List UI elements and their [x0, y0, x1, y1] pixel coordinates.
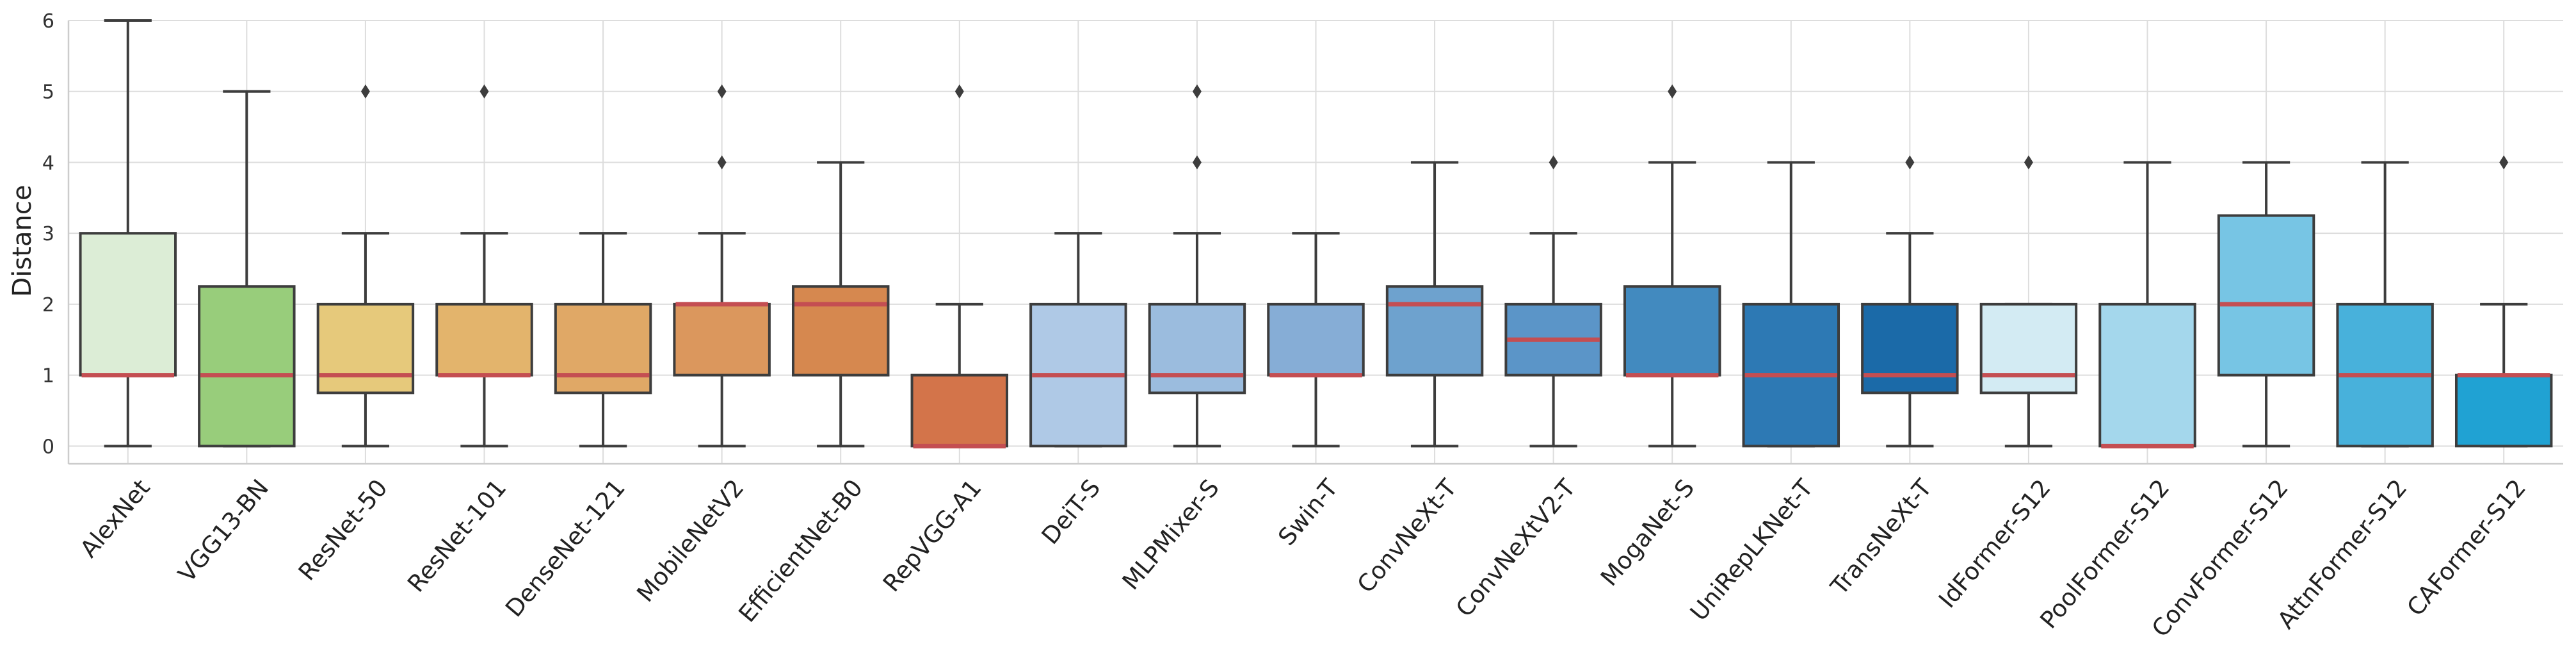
- outlier-point: [1192, 84, 1202, 99]
- y-tick-label: 4: [42, 152, 54, 174]
- box-poolformer-s12: [2098, 161, 2196, 448]
- box-idformer-s12: [1979, 155, 2078, 448]
- x-tick-label: CAFormer-S12: [2402, 474, 2532, 621]
- iqr-box: [1385, 285, 1484, 377]
- box-alexnet: [79, 19, 177, 448]
- x-tick-label: TransNeXt-T: [1825, 474, 1938, 601]
- iqr-box: [435, 302, 533, 377]
- x-tick-label: ConvNeXt-T: [1352, 474, 1462, 598]
- iqr-box: [316, 302, 415, 395]
- y-tick-label: 3: [42, 223, 54, 245]
- x-tick-label: MobileNetV2: [631, 474, 749, 607]
- iqr-box: [791, 285, 890, 377]
- y-axis-label: Distance: [8, 185, 37, 297]
- outlier-point: [360, 84, 370, 99]
- x-tick-label: DenseNet-121: [500, 474, 631, 622]
- x-tick-label: MLPMixer-S: [1117, 474, 1225, 595]
- box-transnext-t: [1861, 155, 1959, 448]
- iqr-box: [1267, 302, 1365, 377]
- x-tick-label: DeiT-S: [1036, 474, 1106, 550]
- x-tick-label: ResNet-50: [293, 474, 393, 586]
- x-tick-label: PoolFormer-S12: [2035, 474, 2175, 634]
- x-tick-label: ConvNeXtV2-T: [1451, 474, 1581, 622]
- box-resnet-50: [316, 84, 415, 448]
- box-swin-t: [1267, 232, 1365, 448]
- iqr-box: [2098, 302, 2196, 448]
- x-tick-label: MogaNet-S: [1595, 474, 1700, 591]
- iqr-box: [79, 232, 177, 377]
- box-densenet-121: [554, 232, 652, 448]
- x-tick-label: AttnFormer-S12: [2272, 474, 2412, 634]
- box-mobilenetv2: [673, 84, 771, 448]
- outlier-point: [717, 84, 727, 99]
- iqr-box: [1148, 302, 1246, 395]
- box-convnext-t: [1385, 161, 1484, 448]
- iqr-box: [554, 302, 652, 395]
- box-unireplknet-t: [1742, 161, 1840, 448]
- iqr-box: [1979, 302, 2078, 395]
- box-mlpmixer-s: [1148, 84, 1246, 448]
- box-convformer-s12: [2217, 161, 2315, 448]
- y-tick-label: 0: [42, 436, 54, 458]
- y-tick-label: 6: [42, 10, 54, 33]
- outlier-point: [1549, 155, 1558, 170]
- y-tick-label: 1: [42, 365, 54, 388]
- x-tick-label: RepVGG-A1: [878, 474, 987, 597]
- outlier-point: [2499, 155, 2509, 170]
- boxes: [79, 19, 2553, 448]
- outlier-point: [1192, 155, 1202, 170]
- x-tick-label: VGG13-BN: [173, 474, 274, 587]
- iqr-box: [2217, 214, 2315, 377]
- iqr-box: [2454, 373, 2553, 448]
- box-attnformer-s12: [2336, 161, 2434, 448]
- outlier-point: [479, 84, 489, 99]
- x-tick-label: EfficientNet-B0: [733, 474, 868, 627]
- box-repvgg-a1: [910, 84, 1009, 448]
- box-caformer-s12: [2454, 155, 2553, 448]
- iqr-box: [1623, 285, 1721, 377]
- outlier-point: [1905, 155, 1915, 170]
- y-tick-label: 2: [42, 294, 54, 316]
- outlier-point: [1668, 84, 1677, 99]
- outlier-point: [2024, 155, 2033, 170]
- box-resnet-101: [435, 84, 533, 448]
- box-deit-s: [1029, 232, 1127, 448]
- outlier-point: [717, 155, 727, 170]
- x-tick-label: AlexNet: [75, 474, 156, 562]
- box-efficientnet-b0: [791, 161, 890, 448]
- x-tick-label: IdFormer-S12: [1933, 474, 2056, 613]
- x-tick-label: UniRepLKNet-T: [1685, 474, 1819, 626]
- axes: [67, 20, 2563, 465]
- box-vgg13-bn: [198, 90, 296, 448]
- iqr-box: [1861, 302, 1959, 395]
- box-moganet-s: [1623, 84, 1721, 448]
- box-convnextv2-t: [1504, 155, 1602, 448]
- iqr-box: [673, 302, 771, 377]
- y-tick-label: 5: [42, 81, 54, 104]
- iqr-box: [910, 373, 1009, 448]
- x-tick-label: ResNet-101: [402, 474, 511, 597]
- x-tick-label: Swin-T: [1273, 474, 1343, 551]
- iqr-box: [198, 285, 296, 448]
- outlier-point: [954, 84, 964, 99]
